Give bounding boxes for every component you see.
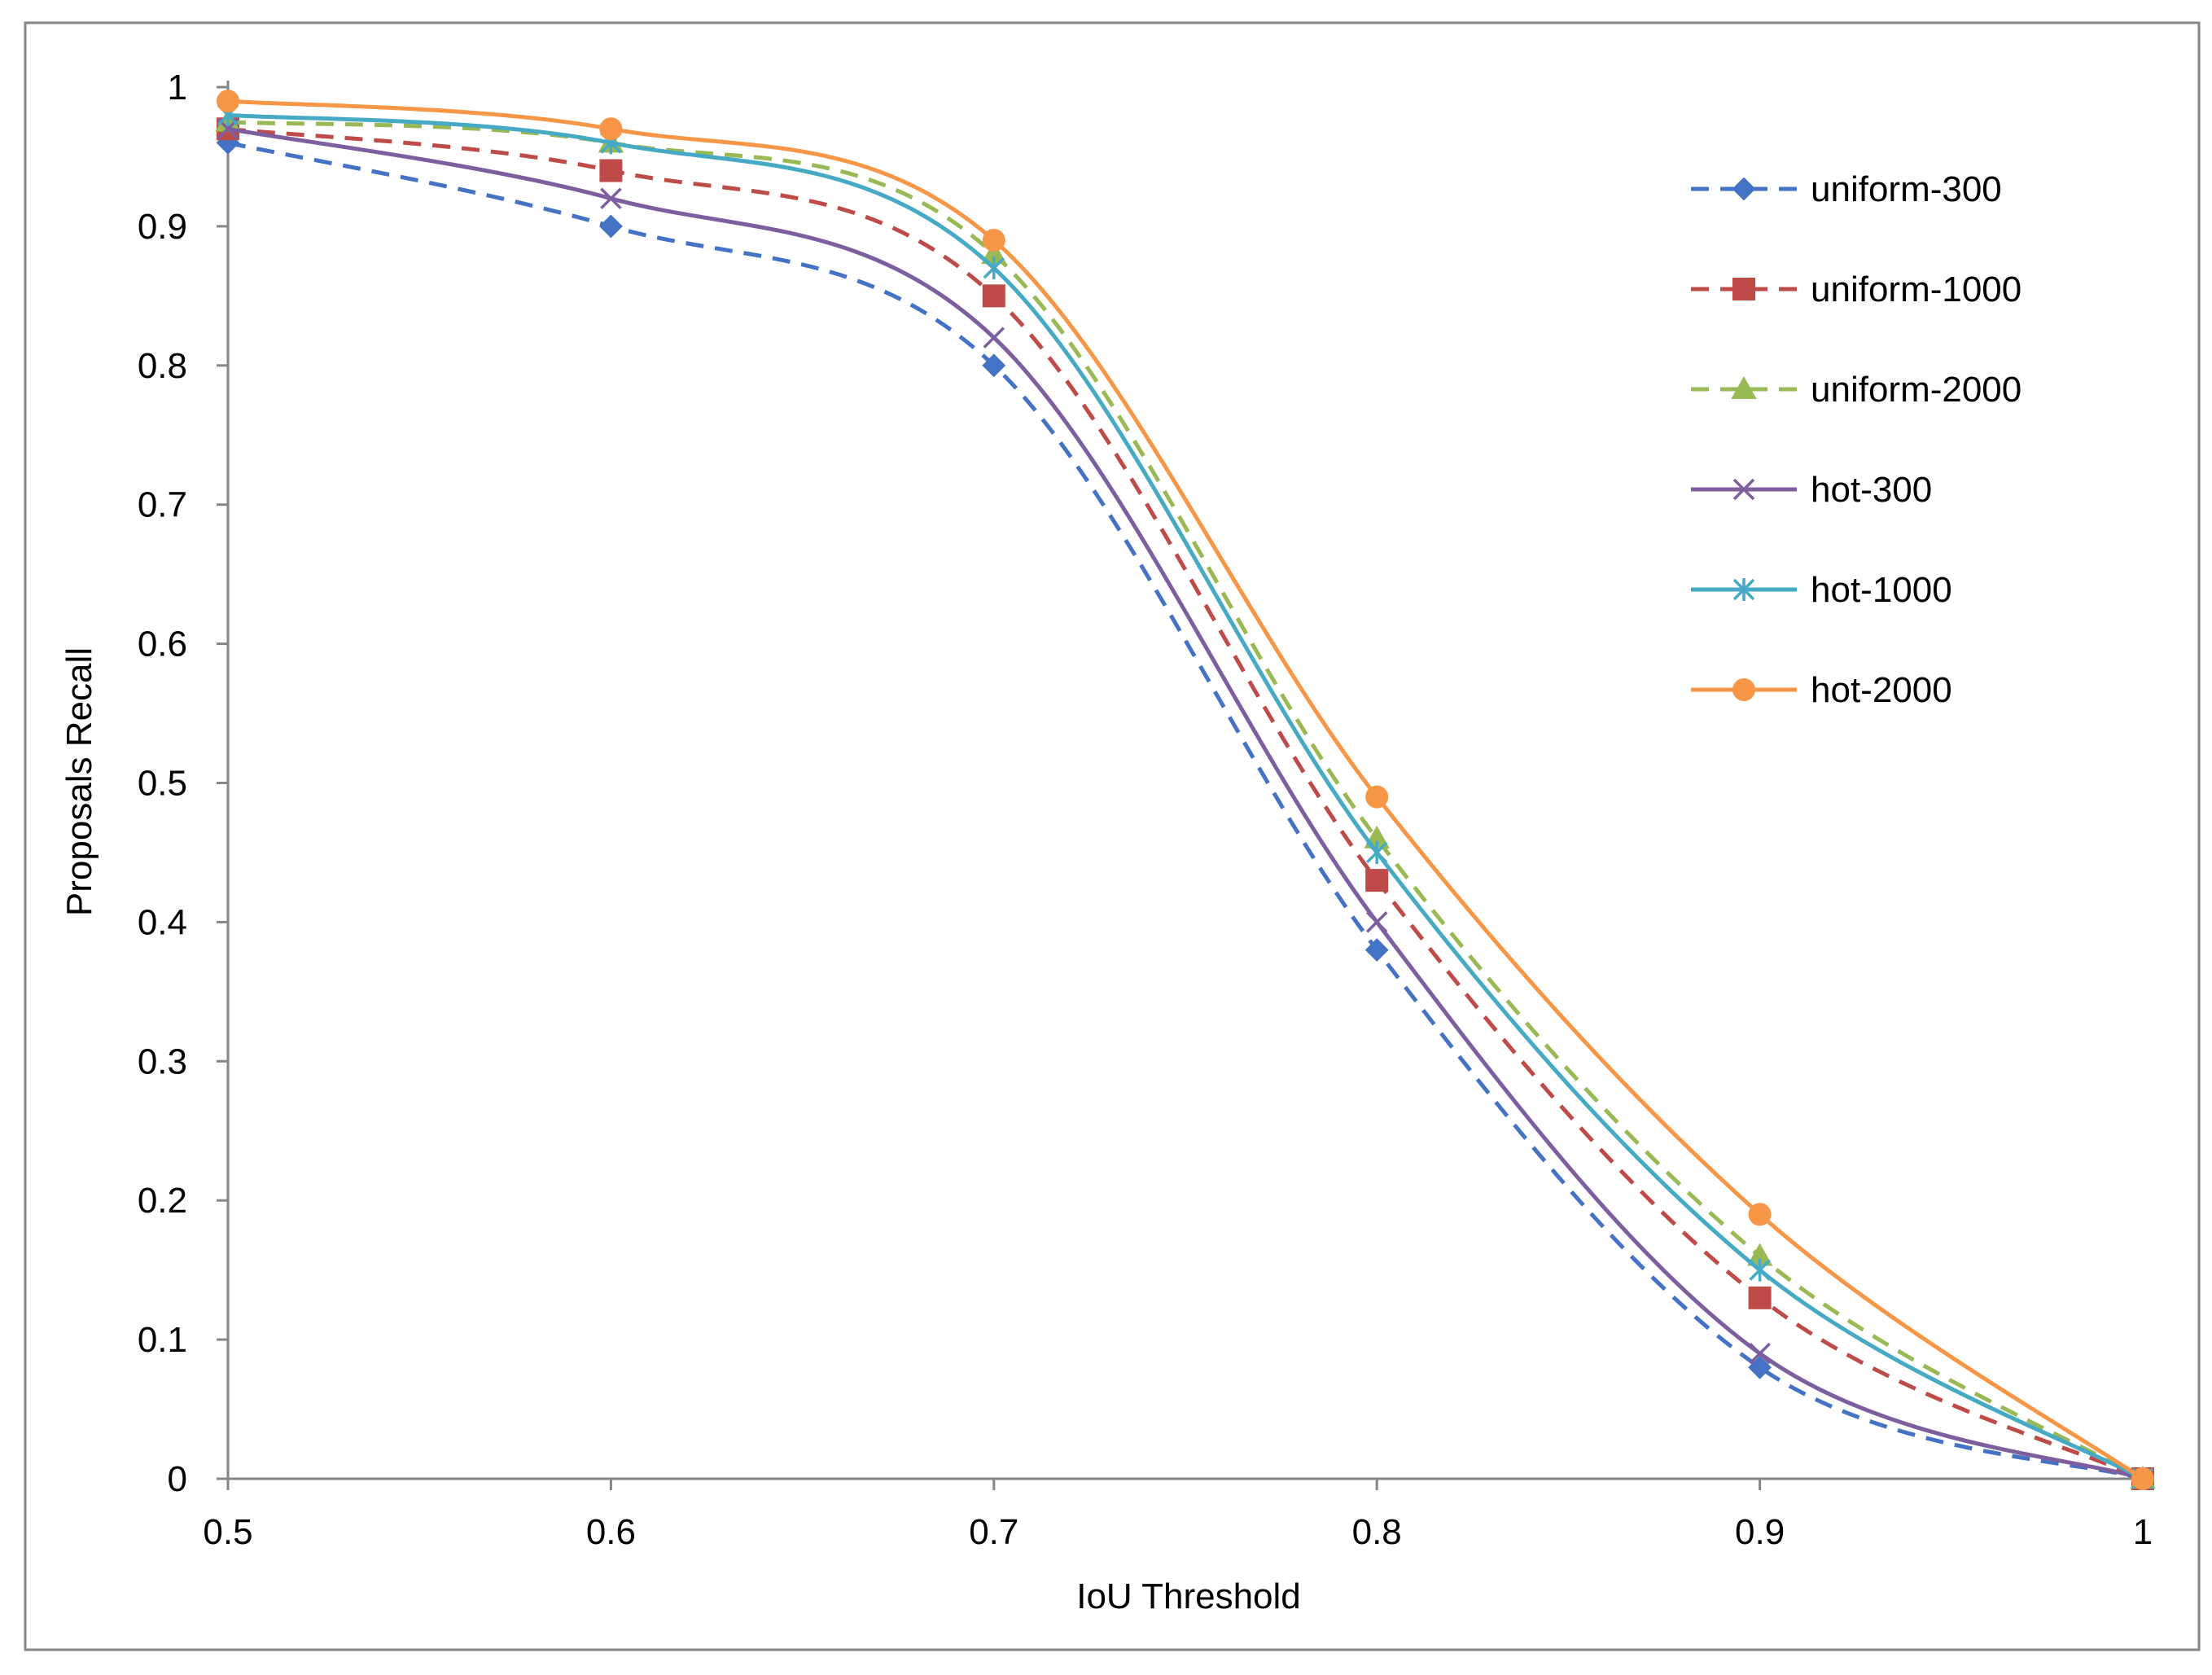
- legend-marker: [1732, 478, 1755, 501]
- data-point-hot-300: [1365, 911, 1388, 933]
- legend-item-uniform-2000: uniform-2000: [1691, 370, 2021, 410]
- data-point-uniform-300: [1364, 938, 1389, 962]
- data-point-hot-2000: [1365, 785, 1389, 809]
- legend-item-uniform-1000: uniform-1000: [1691, 270, 2021, 309]
- y-tick-label: 0.2: [138, 1181, 187, 1221]
- data-point-uniform-300: [982, 353, 1006, 378]
- data-point-uniform-1000: [982, 284, 1005, 308]
- series-hot-2000: [217, 90, 2154, 1490]
- y-tick-label: 0.9: [138, 207, 187, 247]
- data-point-hot-1000: [983, 257, 1005, 280]
- data-point-hot-2000: [217, 90, 239, 113]
- x-tick-label: 0.7: [969, 1512, 1018, 1552]
- data-point-hot-2000: [599, 117, 623, 141]
- y-tick-label: 1: [168, 68, 187, 107]
- legend-label: uniform-1000: [1811, 270, 2021, 309]
- legend: uniform-300 uniform-1000 uniform-2000 hot-3…: [1691, 169, 2021, 710]
- data-point-uniform-300: [598, 214, 623, 239]
- data-point-hot-300: [1749, 1342, 1771, 1365]
- legend-label: uniform-2000: [1811, 370, 2021, 410]
- y-axis-title: Proposals Recall: [59, 647, 99, 916]
- y-tick-label: 0.1: [138, 1320, 187, 1360]
- data-point-hot-2000: [1748, 1203, 1772, 1226]
- legend-marker: [1732, 278, 1755, 300]
- series-line-hot-300: [227, 126, 2144, 1481]
- legend-label: uniform-300: [1811, 169, 2002, 209]
- data-point-uniform-1000: [1365, 869, 1389, 892]
- series-line-hot-1000: [227, 112, 2144, 1481]
- x-tick-label: 1: [2133, 1512, 2153, 1552]
- legend-item-uniform-300: uniform-300: [1691, 169, 2002, 209]
- x-tick-label: 0.9: [1735, 1512, 1785, 1552]
- y-tick-label: 0: [168, 1459, 187, 1499]
- legend-marker: [1731, 375, 1757, 399]
- y-tick-label: 0.3: [138, 1041, 187, 1081]
- x-axis-title: IoU Threshold: [1076, 1576, 1301, 1616]
- legend-item-hot-1000: hot-1000: [1691, 570, 1952, 610]
- legend-item-hot-300: hot-300: [1691, 470, 1932, 510]
- data-point-uniform-1000: [599, 159, 623, 182]
- data-point-hot-2000: [2131, 1467, 2154, 1490]
- data-point-uniform-300: [1748, 1355, 1772, 1379]
- legend-marker: [1732, 177, 1756, 201]
- x-tick-label: 0.6: [586, 1512, 636, 1552]
- data-point-hot-1000: [1365, 840, 1388, 864]
- legend-item-hot-2000: hot-2000: [1691, 670, 1952, 710]
- data-point-hot-300: [983, 327, 1005, 349]
- data-point-hot-2000: [982, 228, 1005, 252]
- chart-border: [24, 21, 2201, 1651]
- y-tick-label: 0.5: [138, 764, 187, 804]
- axes: 0 0.1 0.2 0.3 0.4 0.5 0.6 0.7 0.8 0.9 1 0.5 0.6 0.7 0.…: [138, 68, 2153, 1552]
- y-tick-label: 0.6: [138, 625, 187, 664]
- legend-marker: [1732, 678, 1755, 701]
- legend-label: hot-1000: [1811, 570, 1952, 610]
- series-layer: [215, 90, 2156, 1491]
- legend-label: hot-2000: [1811, 670, 1952, 710]
- data-point-hot-300: [600, 187, 622, 209]
- data-point-uniform-1000: [1748, 1286, 1772, 1309]
- y-tick-label: 0.4: [138, 902, 187, 942]
- y-tick-label: 0.7: [138, 485, 187, 525]
- legend-label: hot-300: [1811, 470, 1932, 510]
- legend-marker: [1732, 578, 1755, 601]
- x-tick-label: 0.5: [203, 1512, 252, 1552]
- x-tick-label: 0.8: [1352, 1512, 1402, 1552]
- data-point-hot-1000: [1749, 1258, 1771, 1282]
- y-tick-label: 0.8: [138, 346, 187, 386]
